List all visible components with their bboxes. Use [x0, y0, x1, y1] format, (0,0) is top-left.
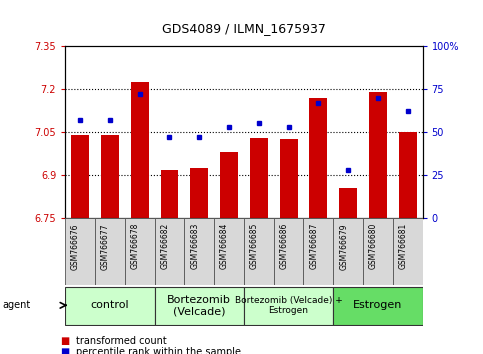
Bar — [339, 188, 357, 218]
Text: GDS4089 / ILMN_1675937: GDS4089 / ILMN_1675937 — [162, 22, 326, 35]
Text: GSM766687: GSM766687 — [310, 223, 318, 269]
Text: GSM766680: GSM766680 — [369, 223, 378, 269]
Text: GSM766685: GSM766685 — [250, 223, 259, 269]
Text: GSM766679: GSM766679 — [339, 223, 348, 270]
Bar — [369, 92, 387, 218]
Bar — [214, 218, 244, 285]
Bar — [274, 218, 303, 285]
Text: transformed count: transformed count — [76, 336, 167, 346]
Text: Estrogen: Estrogen — [353, 300, 403, 310]
Text: Bortezomib (Velcade) +
Estrogen: Bortezomib (Velcade) + Estrogen — [235, 296, 342, 315]
Text: GSM766681: GSM766681 — [399, 223, 408, 269]
Bar — [310, 97, 327, 218]
Text: agent: agent — [2, 300, 30, 310]
Bar — [333, 287, 423, 325]
Bar — [125, 218, 155, 285]
Text: Bortezomib
(Velcade): Bortezomib (Velcade) — [167, 295, 231, 316]
Text: GSM766677: GSM766677 — [101, 223, 110, 270]
Text: control: control — [91, 300, 129, 310]
Text: GSM766678: GSM766678 — [131, 223, 140, 269]
Text: percentile rank within the sample: percentile rank within the sample — [76, 347, 241, 354]
Text: GSM766686: GSM766686 — [280, 223, 289, 269]
Text: GSM766683: GSM766683 — [190, 223, 199, 269]
Bar — [71, 135, 89, 218]
Bar — [244, 218, 274, 285]
Bar — [250, 138, 268, 218]
Bar — [303, 218, 333, 285]
Bar — [131, 82, 149, 218]
Text: ■: ■ — [60, 347, 70, 354]
Bar — [101, 135, 119, 218]
Bar — [65, 287, 155, 325]
Bar — [65, 218, 95, 285]
Bar — [220, 152, 238, 218]
Text: GSM766684: GSM766684 — [220, 223, 229, 269]
Bar — [244, 287, 333, 325]
Text: ■: ■ — [60, 336, 70, 346]
Text: GSM766682: GSM766682 — [160, 223, 170, 269]
Bar — [95, 218, 125, 285]
Bar — [333, 218, 363, 285]
Bar — [363, 218, 393, 285]
Bar — [280, 139, 298, 218]
Bar — [393, 218, 423, 285]
Bar — [190, 168, 208, 218]
Bar — [155, 287, 244, 325]
Bar — [155, 218, 185, 285]
Bar — [160, 171, 178, 218]
Bar — [399, 132, 417, 218]
Text: GSM766676: GSM766676 — [71, 223, 80, 270]
Bar — [185, 218, 214, 285]
